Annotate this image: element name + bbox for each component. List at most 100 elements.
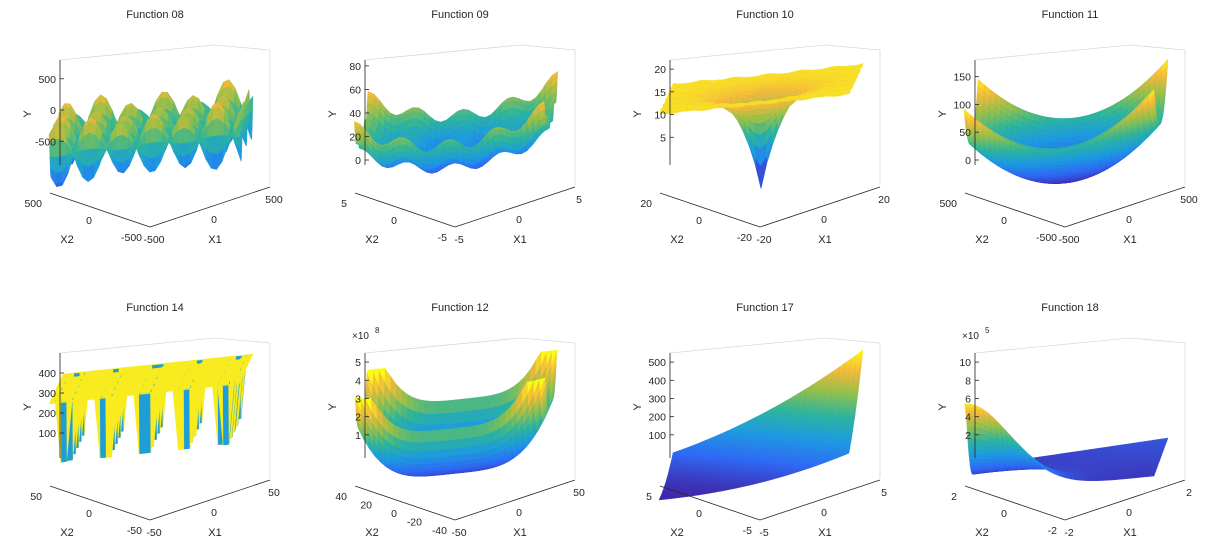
y-tick-label: 0 bbox=[86, 215, 92, 227]
x-tick-label: 500 bbox=[1180, 194, 1198, 206]
z-tick-label: 15 bbox=[654, 87, 666, 99]
z-tick-label: 80 bbox=[349, 61, 361, 73]
surface-patch bbox=[1043, 122, 1051, 131]
surface-patch bbox=[511, 143, 518, 150]
y-axis-label: X2 bbox=[365, 234, 378, 246]
surface-patch bbox=[698, 84, 705, 87]
surface-patch bbox=[211, 135, 218, 155]
surface-patch bbox=[1048, 135, 1056, 143]
surface-patch bbox=[400, 155, 407, 159]
surface-patch bbox=[746, 94, 753, 101]
surface-patch bbox=[1049, 164, 1056, 169]
surface-rastrigin bbox=[353, 71, 559, 174]
surface-patch bbox=[722, 77, 730, 81]
surface-patch bbox=[117, 161, 124, 172]
surface-patch bbox=[399, 150, 407, 157]
surface-patch bbox=[1047, 148, 1055, 154]
surface-patch bbox=[1053, 141, 1061, 148]
z-tick-label: 0 bbox=[355, 155, 361, 167]
grid-line bbox=[824, 44, 881, 51]
y-axis-line bbox=[659, 192, 761, 228]
surface-patch bbox=[398, 139, 406, 146]
surface-patch bbox=[116, 134, 123, 150]
surface-patch bbox=[411, 117, 418, 127]
surface-patch bbox=[1059, 136, 1067, 143]
surface-patch bbox=[1044, 168, 1051, 172]
surface-patch bbox=[746, 90, 754, 96]
y-tick-label: -500 bbox=[121, 232, 142, 244]
surface-patch bbox=[794, 72, 802, 75]
surface-patch bbox=[703, 107, 710, 111]
surface-patch bbox=[713, 88, 720, 93]
surface-patch bbox=[1060, 124, 1068, 132]
surface-schwefel bbox=[48, 79, 254, 188]
z-tick-label: 5 bbox=[660, 132, 666, 144]
surface-patch bbox=[1055, 124, 1062, 132]
surface-patch bbox=[511, 107, 519, 118]
surface-patch bbox=[1048, 141, 1055, 148]
x-tick-label: 0 bbox=[821, 214, 827, 226]
x-tick-label: 500 bbox=[265, 194, 283, 206]
z-tick-label: 0 bbox=[50, 105, 56, 117]
surface-patch bbox=[458, 138, 466, 144]
surface-patch bbox=[183, 127, 190, 144]
y-tick-label: 500 bbox=[939, 198, 957, 210]
surface-patch bbox=[150, 114, 158, 120]
y-tick-label: 0 bbox=[1001, 215, 1007, 227]
surface-patch bbox=[1053, 156, 1061, 162]
surface-patch bbox=[763, 93, 770, 99]
surface-patch bbox=[1064, 145, 1071, 153]
x-axis-label: X1 bbox=[1123, 234, 1136, 246]
y-axis-line bbox=[964, 192, 1066, 228]
chart-title: Function 11 bbox=[1042, 9, 1099, 21]
surface-patch bbox=[412, 107, 419, 112]
surface-patch bbox=[160, 97, 168, 110]
z-tick-label: 500 bbox=[38, 74, 56, 86]
y-tick-label: -5 bbox=[438, 232, 447, 244]
surface-patch bbox=[1071, 123, 1079, 131]
surface-patch bbox=[776, 77, 784, 81]
surface-patch bbox=[88, 148, 95, 168]
surface-patch bbox=[1043, 164, 1051, 169]
surface-patch bbox=[449, 145, 457, 154]
surface-patch bbox=[212, 106, 219, 121]
y-tick-label: 0 bbox=[696, 215, 702, 227]
surface-patch bbox=[758, 108, 765, 115]
surface-patch bbox=[1061, 118, 1068, 126]
chart-title: Function 09 bbox=[431, 9, 488, 21]
surface-patch bbox=[461, 119, 469, 129]
surface-patch bbox=[768, 92, 776, 99]
chart-title: Function 10 bbox=[736, 9, 793, 21]
z-axis-label: Y bbox=[22, 110, 34, 118]
y-axis-label: X2 bbox=[60, 234, 73, 246]
y-axis-line bbox=[354, 192, 456, 228]
surface-patch bbox=[1049, 168, 1057, 172]
surface-patch bbox=[149, 142, 157, 160]
grid-line bbox=[1129, 44, 1186, 51]
surface-patch bbox=[211, 118, 219, 137]
x-tick-label: -20 bbox=[756, 234, 771, 246]
surface-patch bbox=[856, 63, 864, 66]
surface-patch bbox=[850, 65, 857, 68]
surface-patch bbox=[161, 91, 168, 99]
x-axis-line bbox=[759, 186, 881, 228]
surface-patch bbox=[143, 155, 151, 173]
surface-patch bbox=[1065, 136, 1073, 143]
surface-patch bbox=[511, 137, 518, 145]
surface-patch bbox=[150, 118, 158, 129]
surface-patch bbox=[753, 114, 760, 124]
surface-patch bbox=[820, 95, 828, 98]
grid-line bbox=[59, 44, 216, 61]
surface-patch bbox=[765, 79, 772, 83]
surface-patch bbox=[804, 97, 811, 101]
surface-patch bbox=[1042, 152, 1049, 158]
surface-patch bbox=[752, 90, 759, 96]
surface-patch bbox=[510, 132, 518, 139]
y-tick-label: -500 bbox=[1036, 232, 1057, 244]
z-tick-label: 20 bbox=[349, 131, 361, 143]
surface-patch bbox=[695, 92, 702, 96]
